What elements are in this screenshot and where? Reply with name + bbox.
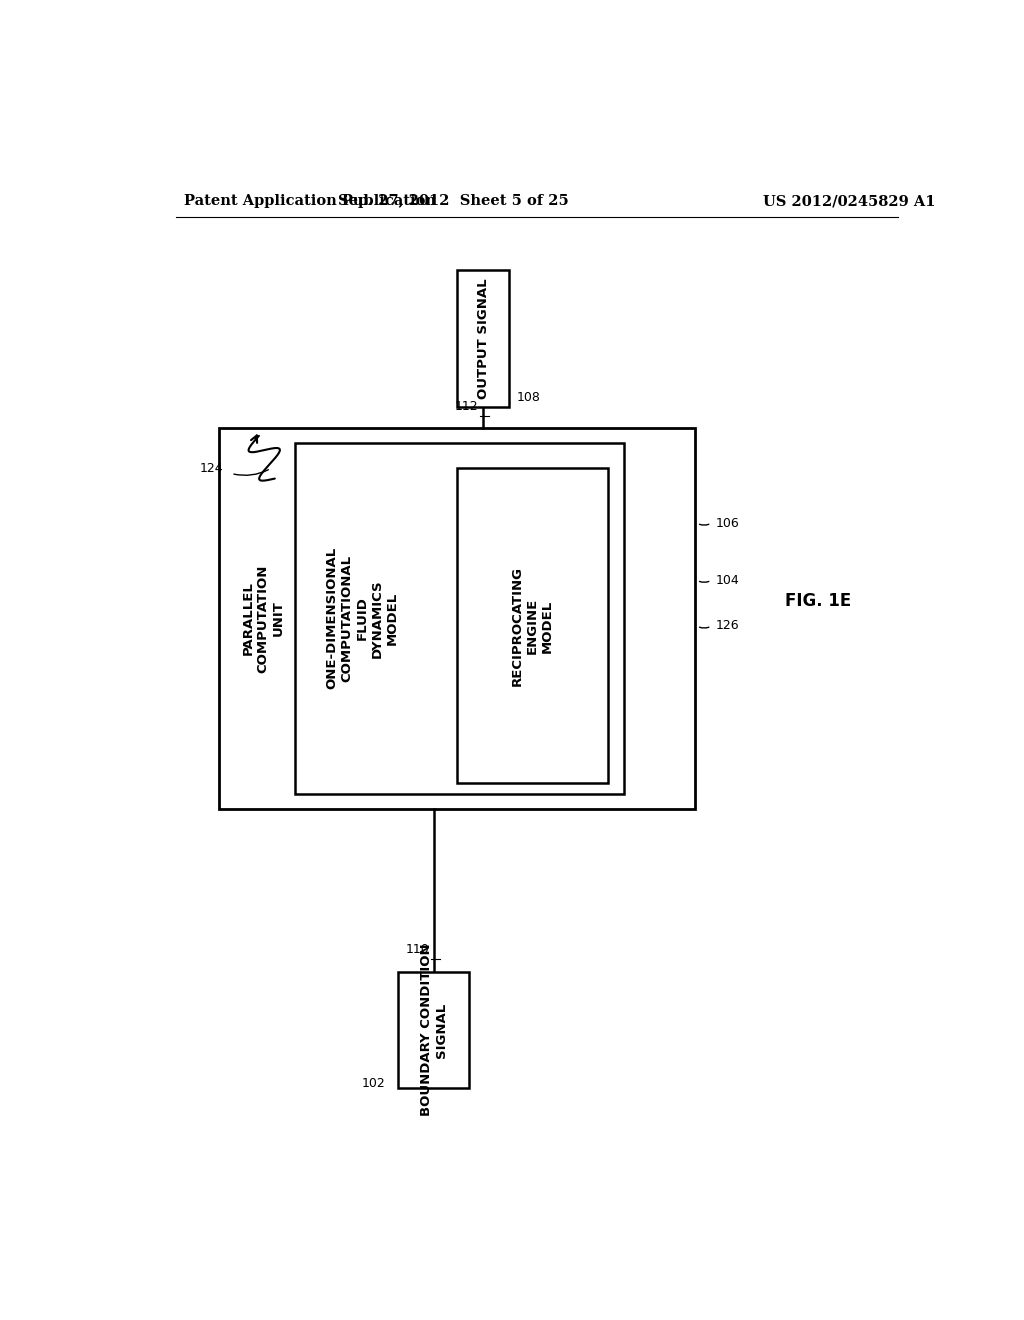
Text: OUTPUT SIGNAL: OUTPUT SIGNAL — [476, 279, 489, 399]
Text: FIG. 1E: FIG. 1E — [785, 591, 852, 610]
Text: RECIPROCATING
ENGINE
MODEL: RECIPROCATING ENGINE MODEL — [511, 566, 554, 686]
Text: 126: 126 — [715, 619, 739, 632]
Text: 108: 108 — [517, 391, 541, 404]
Text: Patent Application Publication: Patent Application Publication — [183, 194, 435, 209]
FancyBboxPatch shape — [458, 469, 608, 784]
Text: ONE-DIMENSIONAL
COMPUTATIONAL
FLUID
DYNAMICS
MODEL: ONE-DIMENSIONAL COMPUTATIONAL FLUID DYNA… — [326, 548, 398, 689]
Text: BOUNDARY CONDITION
SIGNAL: BOUNDARY CONDITION SIGNAL — [420, 944, 447, 1117]
Text: PARALLEL
COMPUTATION
UNIT: PARALLEL COMPUTATION UNIT — [242, 564, 285, 672]
Text: 110: 110 — [406, 944, 430, 956]
FancyBboxPatch shape — [397, 972, 469, 1089]
FancyBboxPatch shape — [219, 428, 695, 809]
FancyBboxPatch shape — [458, 271, 509, 408]
Text: 112: 112 — [455, 400, 479, 412]
FancyBboxPatch shape — [295, 444, 624, 793]
Text: 104: 104 — [715, 574, 739, 586]
Text: Sep. 27, 2012  Sheet 5 of 25: Sep. 27, 2012 Sheet 5 of 25 — [338, 194, 568, 209]
Text: US 2012/0245829 A1: US 2012/0245829 A1 — [763, 194, 935, 209]
Text: 124: 124 — [200, 462, 223, 475]
Text: 102: 102 — [362, 1077, 386, 1090]
Text: 106: 106 — [715, 516, 739, 529]
